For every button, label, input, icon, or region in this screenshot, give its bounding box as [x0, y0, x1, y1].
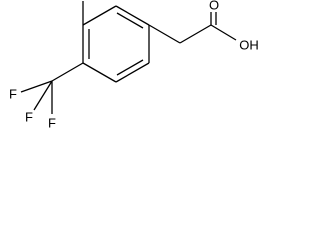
- atom-label: F: [25, 109, 33, 124]
- atom-label: OH: [239, 37, 259, 52]
- bond: [210, 24, 237, 41]
- bond: [115, 5, 150, 26]
- atom-label: F: [48, 115, 56, 130]
- bond: [20, 80, 53, 93]
- bond: [82, 62, 117, 83]
- bond: [51, 62, 84, 82]
- bond: [179, 24, 212, 44]
- atom-label: O: [209, 0, 219, 12]
- bond: [148, 24, 181, 44]
- bond: [116, 59, 144, 76]
- bonds: [20, 1, 237, 114]
- structure-diagram: F F F O OH: [9, 0, 259, 130]
- bond: [82, 5, 117, 26]
- bond: [116, 12, 144, 29]
- bond: [115, 62, 150, 83]
- bond: [33, 80, 53, 111]
- atom-label: F: [9, 86, 17, 101]
